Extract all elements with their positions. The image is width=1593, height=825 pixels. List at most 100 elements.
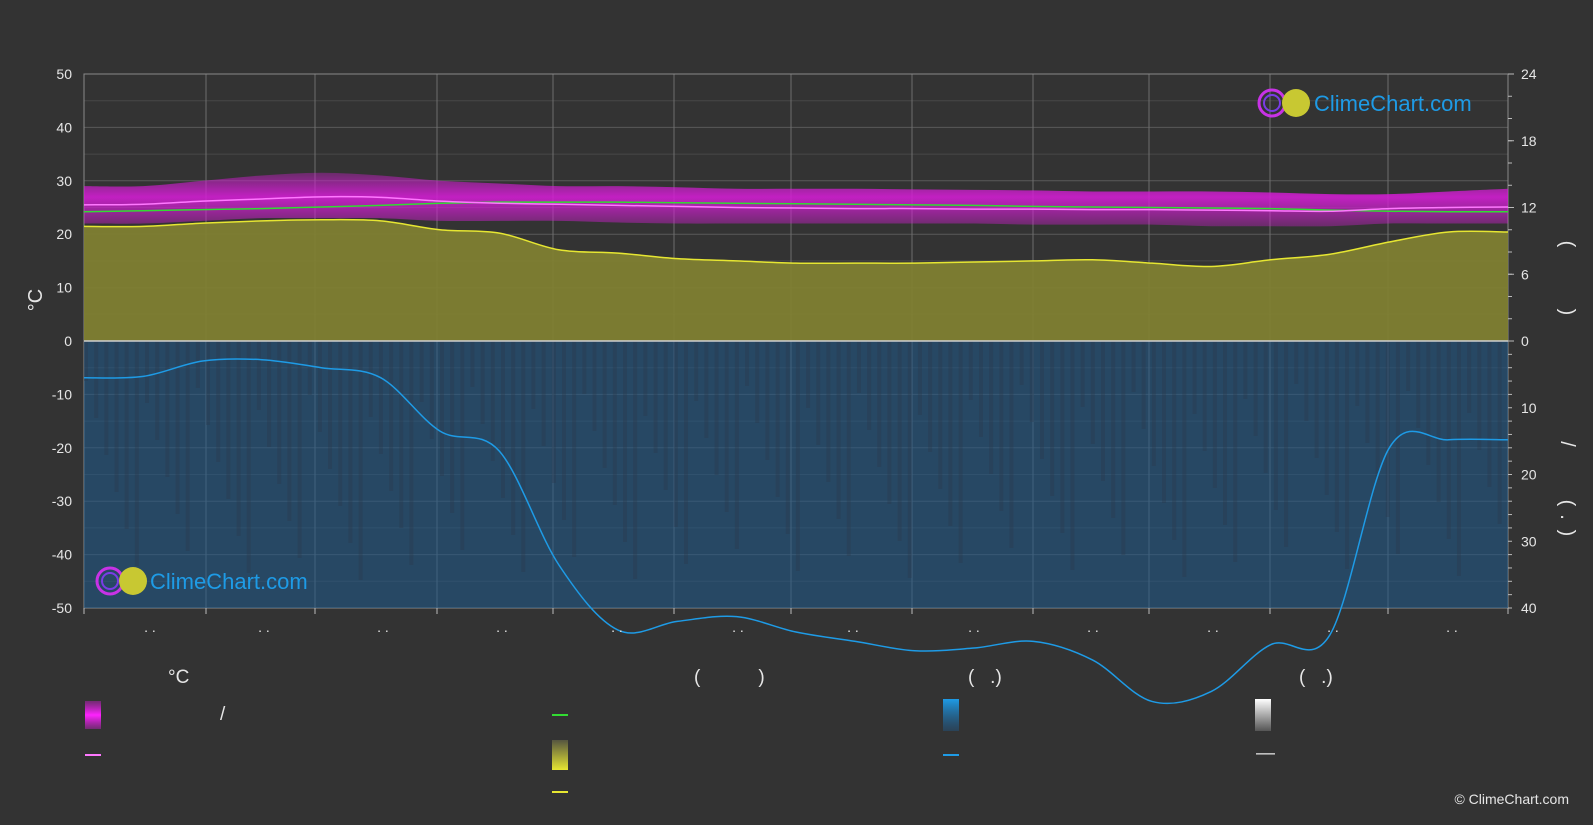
rain-streak	[1294, 341, 1299, 384]
rain-streak	[297, 341, 302, 558]
left-tick-label: -30	[52, 493, 72, 509]
rain-streak	[195, 341, 200, 388]
rain-streak	[999, 341, 1004, 511]
logo-text: ClimeChart.com	[1314, 91, 1472, 116]
right-tick-label-hours: 18	[1521, 133, 1537, 149]
logo-top: ClimeChart.com	[1257, 88, 1472, 118]
rain-streak	[348, 341, 353, 543]
rain-streak	[389, 341, 394, 491]
rain-streak	[531, 341, 536, 409]
left-axis-title: °C	[25, 289, 47, 311]
rain-streak	[1212, 341, 1217, 488]
rain-streak	[673, 341, 678, 527]
rain-streak	[816, 341, 821, 445]
left-tick-label: -50	[52, 600, 72, 616]
rain-streak	[541, 341, 546, 446]
rain-streak	[1467, 341, 1472, 413]
rain-streak	[775, 341, 780, 497]
rain-streak	[867, 341, 872, 430]
rain-streak	[104, 341, 109, 455]
rain-streak	[1039, 341, 1044, 459]
rain-streak	[267, 341, 272, 447]
left-tick-label: 50	[56, 66, 72, 82]
rain-streak	[795, 341, 800, 571]
right-tick-label-hours: 6	[1521, 266, 1529, 282]
rain-streak	[877, 341, 882, 467]
rain-streak	[602, 341, 607, 468]
rain-streak	[1172, 341, 1177, 540]
left-tick-label: 0	[64, 333, 72, 349]
rain-streak	[1334, 341, 1339, 532]
legend-dash: —	[1256, 743, 1275, 764]
legend	[85, 699, 1271, 793]
rain-streak	[887, 341, 892, 504]
rain-streak	[1162, 341, 1167, 503]
rain-streak	[94, 341, 99, 418]
left-tick-label: 30	[56, 173, 72, 189]
x-tick-label: . .	[611, 619, 623, 635]
rain-streak	[1395, 341, 1400, 554]
rain-streak	[765, 341, 770, 460]
x-tick-label: . .	[847, 619, 859, 635]
rain-streak	[623, 341, 628, 542]
rain-streak	[938, 341, 943, 489]
rain-streak	[145, 341, 150, 403]
left-tick-label: -40	[52, 547, 72, 563]
rain-streak	[1233, 341, 1238, 562]
rain-streak	[846, 341, 851, 556]
right-tick-label-hours: 0	[1521, 333, 1529, 349]
logo-sun-icon	[1282, 89, 1310, 117]
rain-streak	[653, 341, 658, 453]
rain-streak	[1050, 341, 1055, 496]
rain-streak	[1253, 341, 1258, 436]
rain-streak	[826, 341, 831, 482]
rain-streak	[236, 341, 241, 536]
rain-streak	[633, 341, 638, 579]
logo-text: ClimeChart.com	[150, 569, 308, 594]
rain-streak	[429, 341, 434, 439]
rain-streak	[1375, 341, 1380, 480]
legend-header-sun: ( )	[694, 667, 765, 688]
rain-streak	[1436, 341, 1441, 502]
data-lines	[83, 195, 1509, 705]
rain-line	[83, 358, 1509, 705]
rain-streak	[917, 341, 922, 415]
rain-streak	[1284, 341, 1289, 547]
rain-streak	[480, 341, 485, 424]
rain-streak	[1456, 341, 1461, 576]
rain-streak	[1151, 341, 1156, 466]
x-tick-label: . .	[968, 619, 980, 635]
right-tick-label-rain: 30	[1521, 533, 1537, 549]
rain-streak	[521, 341, 526, 572]
rain-streak	[1070, 341, 1075, 570]
rain-streak	[358, 341, 363, 580]
rain-streak	[368, 341, 373, 417]
rain-streak	[806, 341, 811, 408]
logo-ring-icon	[1257, 88, 1287, 118]
rain-streak	[439, 341, 444, 476]
rain-streak	[1141, 341, 1146, 429]
axis-ticks: 50 40 30 20 10 0 -10 -20 -30 -40 -50 24 18 12 6 0 10 20 30…	[52, 66, 1537, 635]
rain-streak	[175, 341, 180, 514]
right-tick-label-hours: 24	[1521, 66, 1537, 82]
rain-streak	[978, 341, 983, 437]
logo-sun-icon	[119, 567, 147, 595]
right-tick-label-rain: 40	[1521, 600, 1537, 616]
rain-streak	[185, 341, 190, 551]
rain-streak	[1426, 341, 1431, 465]
right-axis-title-glyph: (	[1556, 241, 1578, 248]
rain-streak	[1365, 341, 1370, 443]
rain-streak	[124, 341, 129, 529]
rain-streak	[399, 341, 404, 528]
rain-streak	[572, 341, 577, 557]
rain-streak	[490, 341, 495, 461]
legend-header-snow: ( .)	[1299, 667, 1333, 688]
rain-streak	[907, 341, 912, 578]
rain-streak	[1090, 341, 1095, 444]
legend-header-rain: ( .)	[968, 667, 1002, 688]
rain-streak	[470, 341, 475, 387]
x-tick-label: . .	[144, 619, 156, 635]
rain-streak	[226, 341, 231, 499]
rain-streak	[948, 341, 953, 526]
rain-streak	[206, 341, 211, 425]
